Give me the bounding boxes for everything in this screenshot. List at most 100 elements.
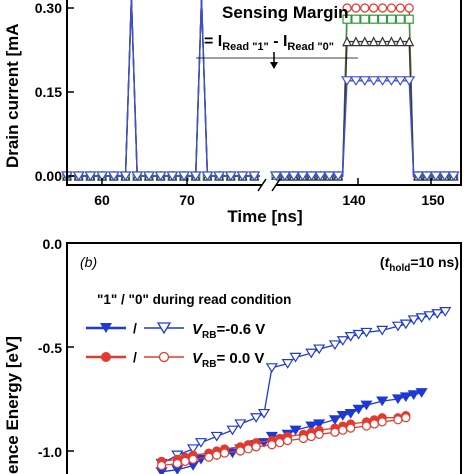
b-data-point bbox=[391, 321, 405, 332]
a-data-point bbox=[278, 171, 291, 182]
a-x-tick-label: 70 bbox=[179, 192, 195, 208]
b-data-point bbox=[234, 419, 247, 430]
a-data-point bbox=[177, 171, 191, 182]
b-data-point bbox=[180, 456, 190, 466]
a-data-point bbox=[386, 14, 397, 24]
a-data-point bbox=[368, 36, 379, 47]
b-data-point bbox=[328, 340, 342, 351]
a-data-point bbox=[369, 3, 379, 13]
a-data-point bbox=[403, 76, 416, 86]
b-data-point bbox=[376, 396, 389, 407]
b-data-point bbox=[210, 431, 223, 442]
a-data-point bbox=[438, 171, 451, 182]
a-data-point bbox=[107, 171, 120, 182]
b-data-point bbox=[401, 413, 411, 423]
a-data-point bbox=[342, 14, 352, 24]
a-data-point bbox=[395, 36, 406, 47]
b-data-point bbox=[220, 448, 230, 458]
b-y-tick-label: -0.5 bbox=[38, 340, 62, 356]
a-data-point bbox=[386, 36, 397, 47]
b-data-point bbox=[226, 425, 239, 436]
b-data-point bbox=[415, 313, 428, 324]
a-data-point bbox=[429, 171, 442, 182]
a-data-point bbox=[351, 14, 361, 24]
b-data-point bbox=[376, 325, 389, 336]
a-data-point bbox=[377, 3, 388, 13]
a-data-point bbox=[189, 171, 202, 182]
a-data-point bbox=[314, 171, 327, 182]
a-y-tick-label: 0.30 bbox=[35, 0, 62, 16]
a-data-point bbox=[360, 14, 370, 24]
b-data-point bbox=[306, 431, 316, 442]
sensing-margin-heading: Sensing Margin bbox=[222, 3, 349, 22]
a-data-point bbox=[248, 171, 261, 182]
a-data-point bbox=[359, 36, 370, 47]
a-data-point bbox=[377, 14, 388, 24]
legend-marker-filled-circle bbox=[101, 352, 111, 362]
b-data-point bbox=[360, 327, 373, 338]
a-data-point bbox=[131, 171, 144, 182]
a-data-point bbox=[404, 14, 414, 24]
sensing-margin-equation: = IRead "1" - IRead "0" bbox=[204, 33, 334, 53]
a-series-line bbox=[276, 7, 458, 177]
axis-break-gap bbox=[262, 180, 276, 190]
b-data-point bbox=[313, 419, 326, 430]
b-data-point bbox=[275, 438, 285, 448]
b-data-point bbox=[415, 388, 428, 398]
b-data-point bbox=[336, 336, 349, 346]
a-data-point bbox=[386, 3, 397, 13]
b-data-point bbox=[360, 400, 373, 411]
b-data-point bbox=[352, 404, 365, 415]
b-data-point bbox=[314, 429, 324, 439]
a-data-point bbox=[323, 171, 336, 182]
b-data-point bbox=[243, 444, 253, 454]
a-data-point bbox=[360, 3, 370, 13]
a-data-point bbox=[395, 14, 405, 24]
b-data-point bbox=[399, 392, 412, 403]
panel-b: 0.0 -0.5 -1.0 ence Energy [eV] (b) (thol… bbox=[3, 236, 462, 474]
b-data-point bbox=[338, 425, 348, 435]
hold-time-condition: (thold=10 ns) bbox=[380, 254, 459, 274]
a-data-point bbox=[447, 171, 460, 182]
b-data-point bbox=[344, 332, 357, 342]
a-data-point bbox=[213, 171, 226, 182]
a-x-tick-label: 140 bbox=[342, 192, 366, 208]
a-x-tick-label: 150 bbox=[421, 192, 445, 208]
b-y-tick-label: 0.0 bbox=[43, 236, 63, 252]
legend-marker-filled-triangle bbox=[100, 323, 112, 333]
legend-slash: / bbox=[133, 320, 137, 336]
b-data-point bbox=[257, 408, 271, 419]
b-data-point bbox=[186, 444, 200, 455]
b-y-axis-label: ence Energy [eV] bbox=[3, 336, 22, 474]
legend-label-vrb-neg: VRB=-0.6 V bbox=[192, 321, 265, 341]
b-data-point bbox=[283, 436, 293, 446]
panel-b-curves bbox=[155, 307, 452, 474]
b-data-point bbox=[423, 311, 436, 321]
panel-a-curves bbox=[60, 0, 460, 182]
a-x-tick-label: 60 bbox=[94, 192, 110, 208]
a-data-point bbox=[342, 36, 353, 47]
a-series-line bbox=[276, 40, 458, 177]
a-y-axis-label: Drain current [mA bbox=[3, 23, 22, 168]
a-data-point bbox=[394, 76, 407, 86]
a-data-point bbox=[224, 171, 237, 182]
b-data-point bbox=[439, 307, 452, 317]
b-data-point bbox=[336, 411, 349, 421]
b-data-point bbox=[265, 363, 278, 373]
legend-title: "1" / "0" during read condition bbox=[97, 292, 291, 307]
a-data-point bbox=[84, 171, 97, 182]
b-data-point bbox=[369, 419, 379, 429]
legend-marker-open-triangle bbox=[156, 322, 172, 335]
a-data-point bbox=[287, 171, 300, 182]
b-data-point bbox=[344, 408, 357, 419]
a-data-point bbox=[349, 76, 363, 86]
b-y-tick-label: -1.0 bbox=[38, 444, 62, 460]
a-x-axis-label: Time [ns] bbox=[227, 207, 302, 226]
b-data-point bbox=[188, 454, 198, 464]
axis-break-mark-left bbox=[257, 178, 267, 192]
legend: "1" / "0" during read condition / VRB=-0… bbox=[86, 292, 291, 370]
b-data-point bbox=[407, 315, 420, 326]
b-data-point bbox=[407, 390, 420, 400]
a-series-line bbox=[67, 0, 260, 177]
a-data-point bbox=[119, 171, 132, 182]
